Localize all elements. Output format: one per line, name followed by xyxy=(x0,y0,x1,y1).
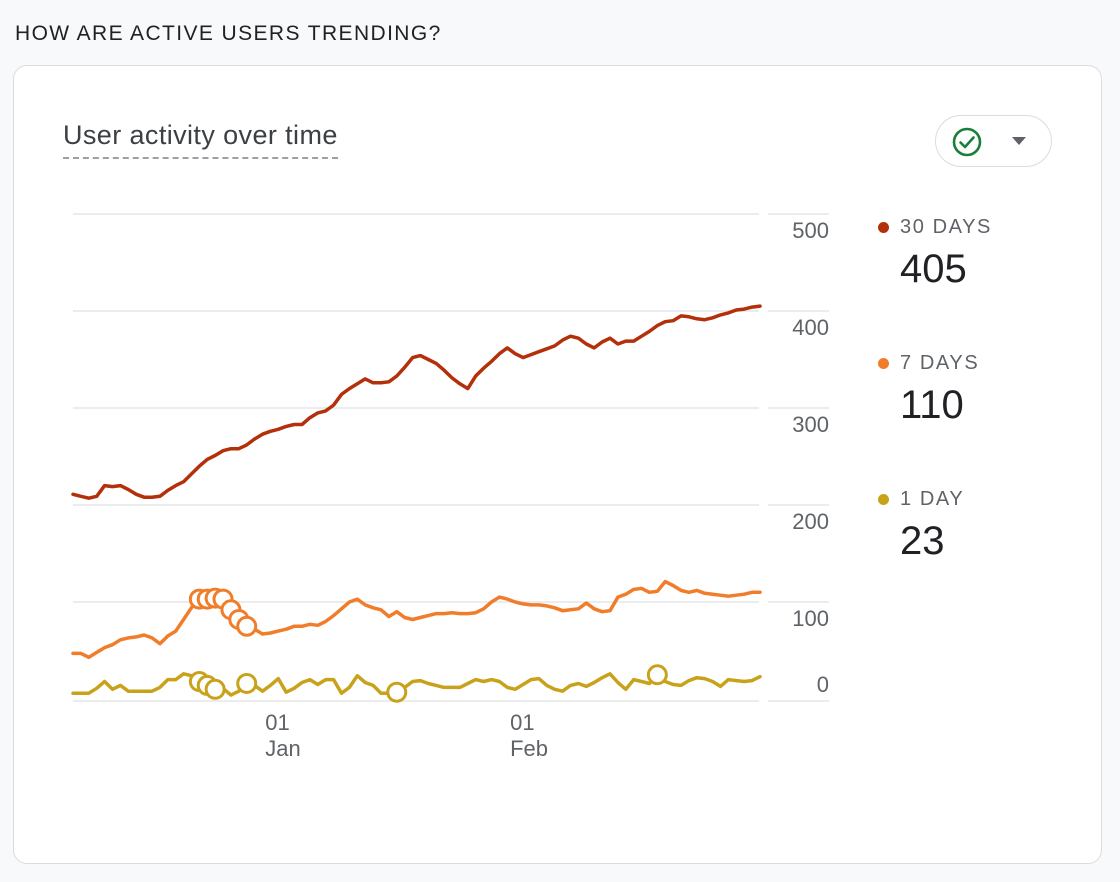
x-tick-label-day: 01 xyxy=(510,710,534,735)
card-title[interactable]: User activity over time xyxy=(63,120,338,159)
anomaly-marker xyxy=(204,678,226,700)
y-tick-label: 300 xyxy=(792,412,829,437)
x-tick-label-month: Jan xyxy=(265,736,300,761)
anomaly-marker xyxy=(646,664,668,686)
series-line-2 xyxy=(71,672,762,697)
legend-dot-30-days xyxy=(878,222,889,233)
legend-1-day: 1 DAY 23 xyxy=(878,488,964,564)
x-tick-label-month: Feb xyxy=(510,736,548,761)
y-tick-label: 100 xyxy=(792,606,829,631)
y-tick-label: 500 xyxy=(792,218,829,243)
legend-label-1-day: 1 DAY xyxy=(900,488,965,510)
legend-dot-7-days xyxy=(878,358,889,369)
legend-label-30-days: 30 DAYS xyxy=(900,216,992,238)
series-line-0 xyxy=(71,304,762,500)
compare-toggle-button[interactable] xyxy=(935,115,1052,167)
y-tick-label: 0 xyxy=(817,672,829,697)
check-circle-icon xyxy=(952,127,982,157)
anomaly-marker xyxy=(236,615,258,637)
y-tick-label: 200 xyxy=(792,509,829,534)
series-line-1 xyxy=(71,579,762,660)
caret-down-icon xyxy=(1012,137,1026,145)
legend-value-30-days: 405 xyxy=(900,247,967,291)
x-tick-label-day: 01 xyxy=(265,710,289,735)
anomaly-marker xyxy=(236,672,258,694)
section-heading: HOW ARE ACTIVE USERS TRENDING? xyxy=(15,22,442,45)
legend-value-1-day: 23 xyxy=(900,519,945,563)
legend-dot-1-day xyxy=(878,494,889,505)
legend-7-days: 7 DAYS 110 xyxy=(878,352,979,428)
legend-label-7-days: 7 DAYS xyxy=(900,352,980,374)
y-tick-label: 400 xyxy=(792,315,829,340)
legend-30-days: 30 DAYS 405 xyxy=(878,216,992,292)
anomaly-marker xyxy=(386,681,408,703)
legend-value-7-days: 110 xyxy=(900,383,964,427)
chart-card: User activity over time 30 DAYS 405 7 DA… xyxy=(13,65,1102,864)
